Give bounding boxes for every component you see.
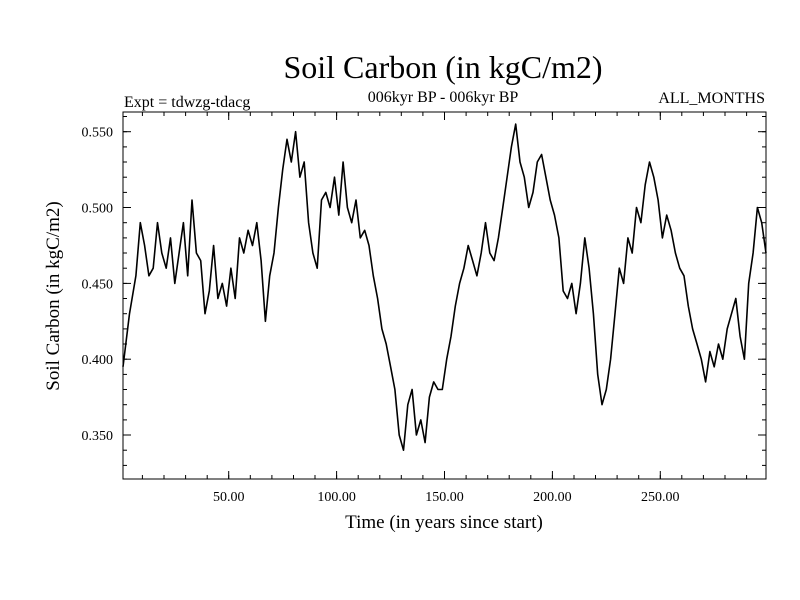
y-tick-label: 0.450 [82, 277, 114, 292]
x-tick-label: 150.00 [425, 490, 464, 505]
x-major-ticks: 50.00 100.00 150.00 200.00 250.00 [213, 112, 680, 505]
series-line-soil-carbon [122, 123, 767, 451]
chart-title: Soil Carbon (in kgC/m2) [283, 49, 602, 85]
y-tick-label: 0.400 [82, 353, 114, 368]
x-tick-label: 250.00 [641, 490, 680, 505]
y-tick-label: 0.550 [82, 126, 114, 141]
experiment-label: Expt = tdwzg-tdacg [124, 94, 250, 111]
months-label: ALL_MONTHS [658, 90, 765, 107]
y-axis-label: Soil Carbon (in kgC/m2) [43, 201, 64, 390]
x-minor-ticks [141, 112, 748, 479]
y-major-ticks: 0.350 0.400 0.450 0.500 0.550 [82, 126, 766, 444]
y-tick-label: 0.350 [82, 429, 114, 444]
x-tick-label: 50.00 [213, 490, 245, 505]
plot-frame [122, 111, 767, 480]
x-tick-label: 100.00 [317, 490, 356, 505]
y-tick-label: 0.500 [82, 202, 114, 217]
x-tick-label: 200.00 [533, 490, 572, 505]
period-label: 006kyr BP - 006kyr BP [368, 89, 519, 106]
x-axis-label: Time (in years since start) [345, 512, 543, 533]
